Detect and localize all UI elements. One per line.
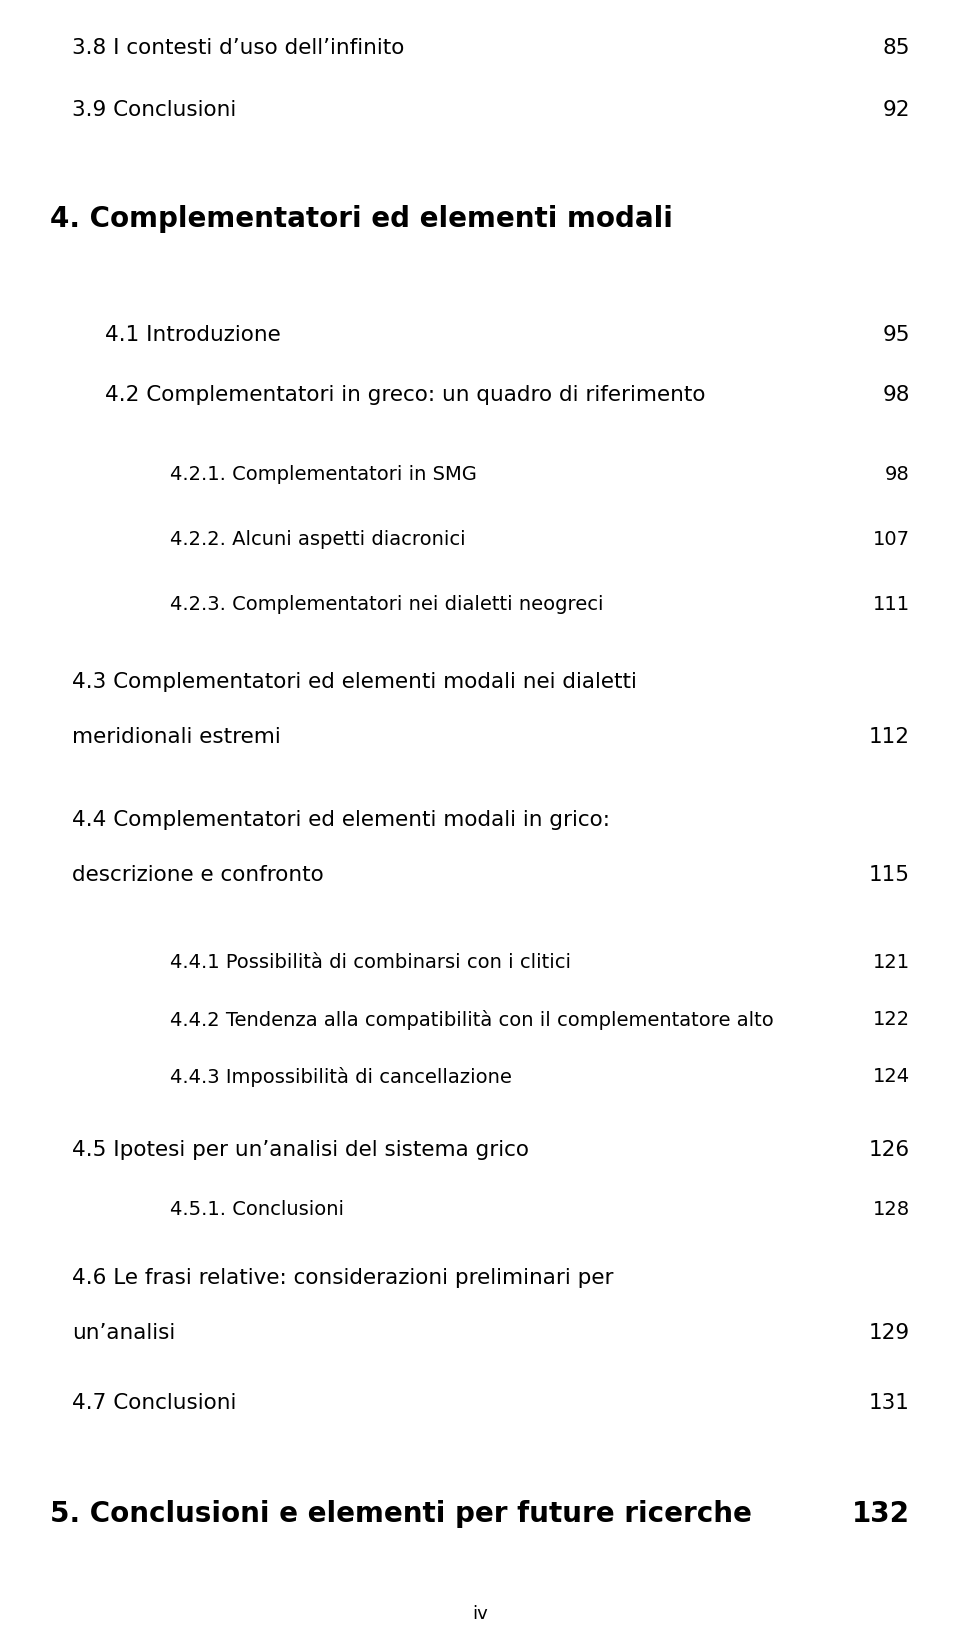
Text: 4.2.3. Complementatori nei dialetti neogreci: 4.2.3. Complementatori nei dialetti neog… — [170, 596, 604, 614]
Text: 92: 92 — [882, 100, 910, 120]
Text: 111: 111 — [873, 596, 910, 614]
Text: 4.4.2 Tendenza alla compatibilità con il complementatore alto: 4.4.2 Tendenza alla compatibilità con il… — [170, 1009, 774, 1031]
Text: 5. Conclusioni e elementi per future ricerche: 5. Conclusioni e elementi per future ric… — [50, 1500, 752, 1528]
Text: 128: 128 — [873, 1200, 910, 1219]
Text: 4.5 Ipotesi per un’analisi del sistema grico: 4.5 Ipotesi per un’analisi del sistema g… — [72, 1140, 529, 1160]
Text: 4. Complementatori ed elementi modali: 4. Complementatori ed elementi modali — [50, 205, 673, 233]
Text: descrizione e confronto: descrizione e confronto — [72, 865, 324, 884]
Text: 3.9 Conclusioni: 3.9 Conclusioni — [72, 100, 236, 120]
Text: un’analisi: un’analisi — [72, 1323, 176, 1342]
Text: 121: 121 — [873, 953, 910, 971]
Text: 3.8 I contesti d’uso dell’infinito: 3.8 I contesti d’uso dell’infinito — [72, 38, 404, 57]
Text: 4.4.3 Impossibilità di cancellazione: 4.4.3 Impossibilità di cancellazione — [170, 1067, 512, 1086]
Text: 131: 131 — [869, 1393, 910, 1413]
Text: 4.5.1. Conclusioni: 4.5.1. Conclusioni — [170, 1200, 344, 1219]
Text: 129: 129 — [869, 1323, 910, 1342]
Text: 124: 124 — [873, 1067, 910, 1086]
Text: 4.2.2. Alcuni aspetti diacronici: 4.2.2. Alcuni aspetti diacronici — [170, 530, 466, 550]
Text: 126: 126 — [869, 1140, 910, 1160]
Text: 4.3 Complementatori ed elementi modali nei dialetti: 4.3 Complementatori ed elementi modali n… — [72, 673, 636, 693]
Text: 98: 98 — [882, 386, 910, 405]
Text: 85: 85 — [882, 38, 910, 57]
Text: 4.6 Le frasi relative: considerazioni preliminari per: 4.6 Le frasi relative: considerazioni pr… — [72, 1268, 613, 1288]
Text: 4.7 Conclusioni: 4.7 Conclusioni — [72, 1393, 236, 1413]
Text: 95: 95 — [882, 325, 910, 345]
Text: 112: 112 — [869, 727, 910, 747]
Text: 98: 98 — [885, 464, 910, 484]
Text: 4.1 Introduzione: 4.1 Introduzione — [105, 325, 280, 345]
Text: 122: 122 — [873, 1009, 910, 1029]
Text: 4.2 Complementatori in greco: un quadro di riferimento: 4.2 Complementatori in greco: un quadro … — [105, 386, 706, 405]
Text: 132: 132 — [852, 1500, 910, 1528]
Text: 4.4 Complementatori ed elementi modali in grico:: 4.4 Complementatori ed elementi modali i… — [72, 811, 610, 830]
Text: 4.2.1. Complementatori in SMG: 4.2.1. Complementatori in SMG — [170, 464, 477, 484]
Text: 4.4.1 Possibilità di combinarsi con i clitici: 4.4.1 Possibilità di combinarsi con i cl… — [170, 953, 571, 971]
Text: 107: 107 — [873, 530, 910, 550]
Text: iv: iv — [472, 1605, 488, 1623]
Text: 115: 115 — [869, 865, 910, 884]
Text: meridionali estremi: meridionali estremi — [72, 727, 280, 747]
